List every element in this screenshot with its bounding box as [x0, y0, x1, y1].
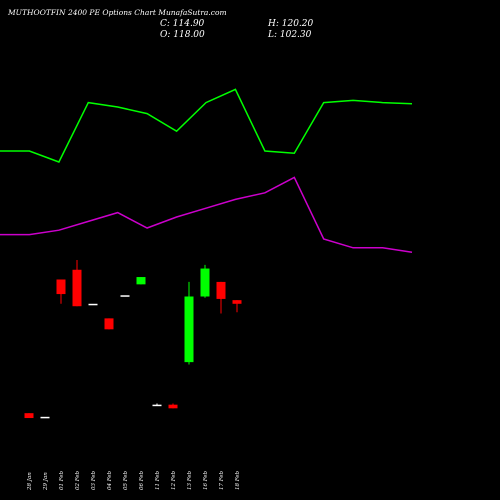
candle-body — [120, 295, 130, 297]
x-tick-label: 03 Feb — [91, 470, 97, 490]
candle-body — [200, 268, 210, 297]
candle-body — [168, 404, 178, 409]
indicator-lines — [0, 88, 413, 253]
candle-body — [152, 404, 162, 407]
candle-body — [216, 281, 226, 299]
candlesticks — [24, 260, 242, 419]
candle-body — [24, 413, 34, 419]
x-tick-label: 11 Feb — [155, 470, 161, 490]
candle-body — [88, 303, 98, 306]
chart-title: MUTHOOTFIN 2400 PE Options Chart MunafaS… — [7, 8, 227, 17]
candle-body — [136, 277, 146, 285]
high-value: H: 120.20 — [267, 19, 314, 29]
x-tick-label: 06 Feb — [139, 470, 145, 490]
open-value: O: 118.00 — [160, 30, 205, 40]
green-indicator-line — [0, 88, 413, 163]
x-tick-label: 16 Feb — [203, 470, 209, 490]
x-tick-label: 28 Jan — [27, 472, 33, 491]
x-axis-ticks: 28 Jan 29 Jan 01 Feb 02 Feb 03 Feb 04 Feb 05 F… — [27, 470, 241, 491]
candle-body — [72, 269, 82, 307]
x-tick-label: 13 Feb — [187, 470, 193, 490]
candle-body — [184, 296, 194, 363]
candle-body — [40, 416, 50, 419]
x-tick-label: 18 Feb — [235, 470, 241, 490]
x-tick-label: 29 Jan — [43, 472, 49, 491]
low-value: L: 102.30 — [267, 30, 312, 40]
candle-body — [104, 318, 114, 330]
x-tick-label: 17 Feb — [219, 470, 225, 490]
x-tick-label: 05 Feb — [123, 470, 129, 490]
x-tick-label: 12 Feb — [171, 470, 177, 490]
close-value: C: 114.90 — [160, 19, 205, 29]
candle-body — [56, 279, 66, 295]
x-tick-label: 04 Feb — [107, 470, 113, 490]
x-tick-label: 01 Feb — [59, 470, 65, 490]
magenta-indicator-line — [0, 176, 413, 253]
x-tick-label: 02 Feb — [75, 470, 81, 490]
candle-body — [232, 300, 242, 304]
